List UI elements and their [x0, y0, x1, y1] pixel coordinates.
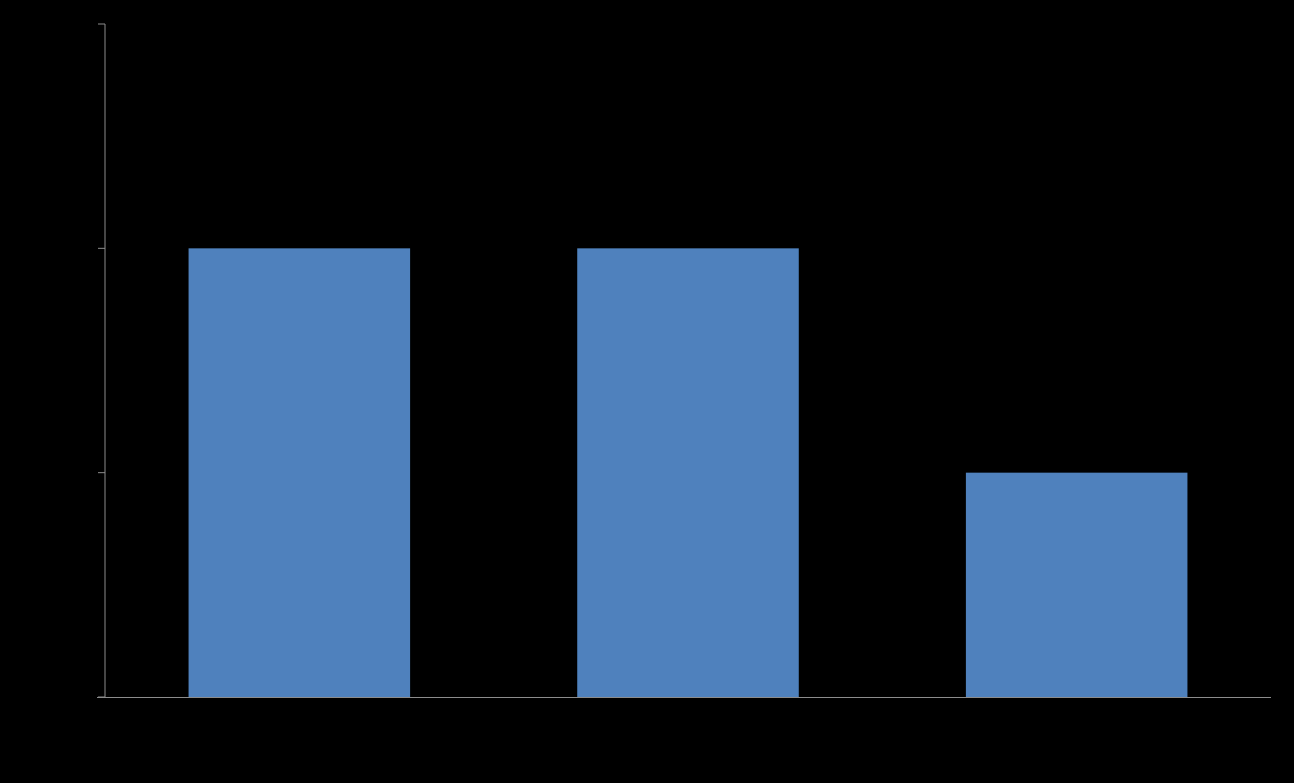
bar: [965, 472, 1188, 697]
bar: [577, 248, 799, 698]
bar: [188, 248, 411, 698]
